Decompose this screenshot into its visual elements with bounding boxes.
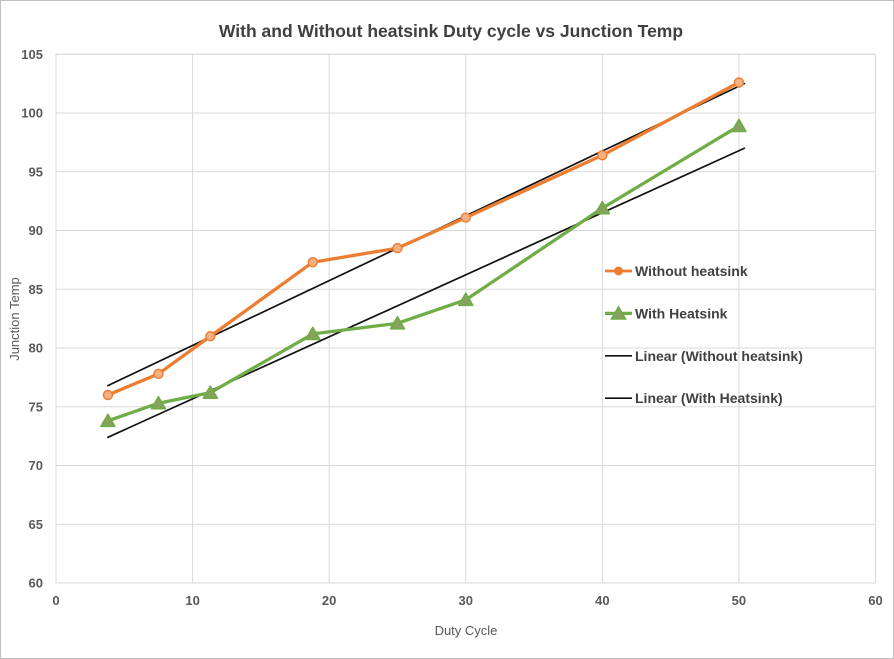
trendlines (107, 82, 746, 439)
data-point-marker (597, 150, 608, 161)
y-tick-label: 65 (29, 517, 43, 532)
x-tick-label: 50 (732, 593, 746, 608)
legend-item-with-heatsink: With Heatsink (605, 305, 728, 321)
data-point-marker (153, 368, 164, 380)
data-series (100, 77, 747, 428)
y-tick-label: 75 (29, 399, 43, 414)
y-tick-label: 70 (29, 458, 43, 473)
y-tick-label: 85 (29, 282, 43, 297)
x-tick-label: 40 (595, 593, 609, 608)
legend-item-linear-without-heatsink: Linear (Without heatsink) (605, 348, 803, 364)
data-point-marker (392, 242, 403, 254)
chart-title: With and Without heatsink Duty cycle vs … (219, 21, 683, 41)
legend-item-linear-with-heatsink: Linear (With Heatsink) (605, 390, 783, 406)
y-tick-label: 100 (21, 106, 43, 121)
data-point-marker (389, 316, 406, 330)
y-tick-label: 95 (29, 164, 43, 179)
axis-tick-labels: 60 65 70 75 80 85 90 95 100 105 0 10 20 30 40 50 60 (21, 47, 882, 608)
y-tick-label: 90 (29, 223, 43, 238)
y-tick-label: 60 (29, 576, 43, 591)
legend-label: Without heatsink (635, 263, 748, 279)
data-point-marker (150, 395, 167, 410)
legend-circle-marker-icon (614, 266, 623, 276)
legend-triangle-marker-icon (610, 305, 627, 320)
legend-item-without-heatsink: Without heatsink (605, 263, 748, 279)
data-point-marker (460, 212, 471, 223)
x-tick-label: 30 (459, 593, 473, 608)
x-axis-title: Duty Cycle (435, 623, 498, 638)
series-line-with-heatsink (106, 124, 741, 423)
x-tick-label: 20 (322, 593, 336, 608)
x-tick-label: 10 (185, 593, 199, 608)
data-point-marker (731, 118, 747, 133)
data-point-marker (100, 413, 116, 428)
y-tick-label: 105 (21, 47, 43, 62)
y-axis-title: Junction Temp (7, 277, 22, 361)
data-point-marker (457, 292, 474, 307)
data-point-marker (733, 77, 745, 88)
gridlines (55, 53, 876, 584)
data-point-marker (202, 385, 219, 399)
legend-label: Linear (With Heatsink) (635, 390, 783, 406)
data-point-marker (102, 389, 114, 401)
y-tick-label: 80 (29, 341, 43, 356)
plot-area-border (55, 53, 876, 584)
x-tick-label: 60 (868, 593, 882, 608)
data-point-marker (205, 331, 216, 342)
series-line-without-heatsink (106, 80, 741, 397)
x-tick-label: 0 (52, 593, 59, 608)
legend-label: Linear (Without heatsink) (635, 348, 803, 364)
data-point-marker (304, 326, 321, 341)
data-point-marker (594, 200, 611, 215)
legend-label: With Heatsink (635, 305, 728, 321)
legend: Without heatsink With Heatsink Linear (Wit… (605, 263, 803, 406)
data-point-marker (307, 257, 318, 268)
